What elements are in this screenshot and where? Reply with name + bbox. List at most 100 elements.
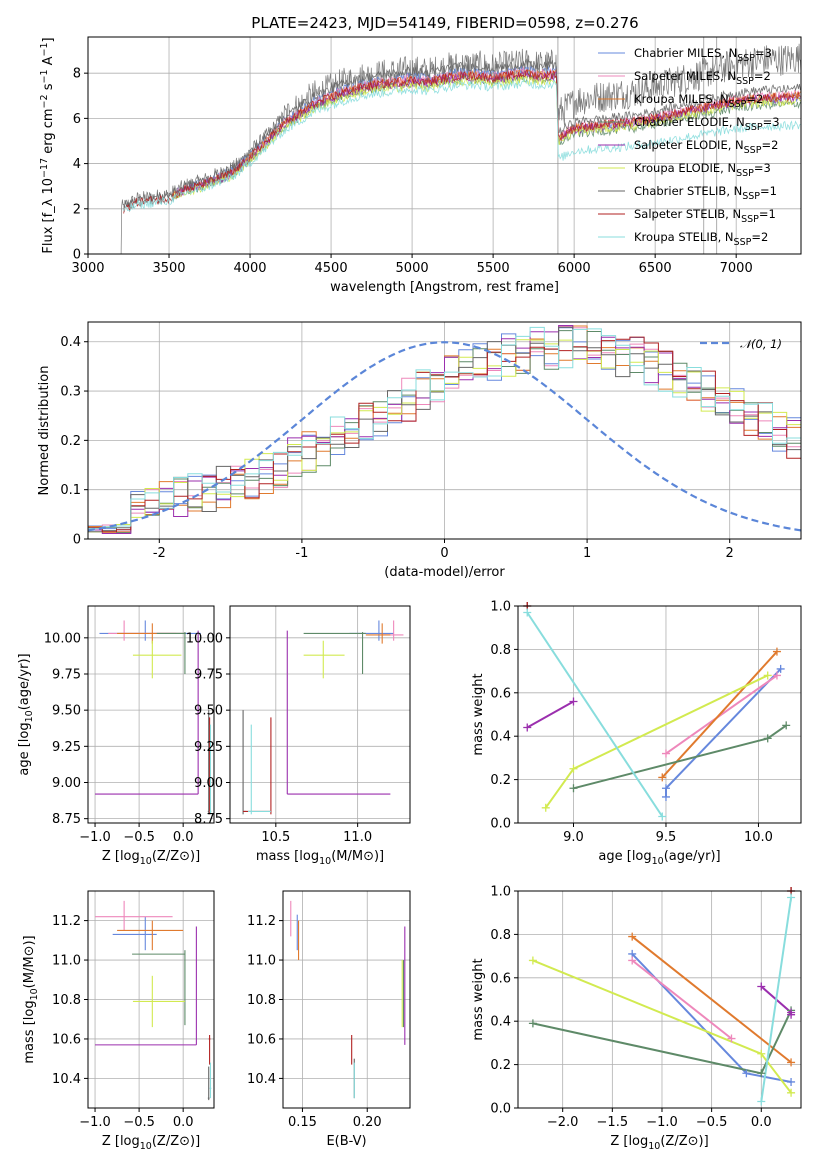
y-tick-label: 0.1 — [60, 483, 81, 498]
mass-weight-marker — [523, 608, 532, 617]
mass-weight-marker — [787, 1088, 796, 1097]
y-tick-label: 1.0 — [490, 600, 511, 615]
label-part: Normed distribution — [37, 366, 52, 496]
mass-weight-marker — [628, 956, 637, 965]
label-part: log — [120, 849, 140, 864]
mass-weight-marker — [757, 1069, 766, 1078]
x-axis-label: Z [log10(Z/Z⊙)] — [102, 849, 200, 867]
y-axis-label: mass weight — [471, 958, 486, 1040]
label-part: Kroupa ELODIE, N — [634, 161, 736, 175]
label-part: =2 — [754, 69, 771, 83]
mass-weight-marker — [569, 764, 578, 773]
x-tick-label: 5000 — [396, 261, 429, 276]
label-part: Z [ — [102, 1134, 120, 1149]
label-part: =3 — [763, 115, 780, 129]
x-tick-label: 4000 — [233, 261, 266, 276]
mass-weight-marker — [763, 671, 772, 680]
plot-area — [95, 620, 212, 815]
x-axis-label: E(B-V) — [326, 1134, 366, 1149]
mass-weight-marker — [661, 792, 670, 801]
x-tick-label: 9.5 — [656, 830, 677, 845]
y-tick-label: 4 — [73, 157, 81, 172]
x-tick-label: −0.5 — [696, 1115, 728, 1130]
panel-mass_vs_Z: −1.0 −0.5 0.010.410.610.811.011.2Z [log10(… — [22, 890, 215, 1152]
y-axis-label: mass [log10(M/M⊙)] — [22, 935, 40, 1063]
y-tick-label: 9.50 — [52, 704, 81, 719]
y-tick-label: 9.25 — [194, 740, 223, 755]
mass-weight-marker — [757, 982, 766, 991]
mass-weight-line — [665, 674, 778, 755]
label-part: log — [632, 849, 652, 864]
legend-label: Chabrier ELODIE, NSSP=3 — [634, 115, 780, 133]
y-tick-label: 11.0 — [52, 954, 81, 969]
label-part: Z [ — [610, 1134, 628, 1149]
x-tick-label: 7000 — [720, 261, 753, 276]
x-tick-label: 3000 — [71, 261, 104, 276]
y-tick-label: 0 — [73, 248, 81, 263]
mass-weight-marker — [757, 1049, 766, 1058]
x-tick-label: 10.0 — [744, 830, 773, 845]
x-tick-label: 0.0 — [751, 1115, 772, 1130]
y-tick-label: 8.75 — [194, 812, 223, 827]
y-tick-label: 9.00 — [194, 776, 223, 791]
label-part: =1 — [759, 207, 776, 221]
mass-weight-marker — [528, 956, 537, 965]
label-part: E(B-V) — [326, 1134, 366, 1149]
y-axis-label: Flux [f_λ 10−17 erg cm−2 s−1 A−1] — [39, 37, 56, 253]
axes-frame — [517, 605, 802, 824]
label-part: log — [22, 1000, 37, 1020]
normal-distribution-curve — [88, 341, 801, 532]
label-part: (age/yr)] — [17, 653, 32, 710]
label-part: Flux [f_λ 10 — [41, 178, 56, 254]
plot-area — [95, 900, 212, 1101]
y-tick-label: 0.4 — [490, 730, 511, 745]
label-part: Salpeter MILES, N — [634, 69, 736, 83]
mass-weight-marker — [523, 723, 532, 732]
legend-label: Kroupa ELODIE, NSSP=3 — [634, 161, 771, 179]
x-tick-label: −1.0 — [79, 1115, 111, 1130]
y-tick-label: 8 — [73, 67, 81, 82]
label-part: (Z/Z⊙)] — [152, 1134, 200, 1149]
y-tick-label: 0.6 — [490, 971, 511, 986]
y-tick-label: 1.0 — [490, 885, 511, 900]
mass-weight-marker — [763, 734, 772, 743]
mass-weight-marker — [528, 1019, 537, 1028]
x-tick-label: 0.0 — [173, 830, 194, 845]
x-tick-label: 5500 — [477, 261, 510, 276]
x-axis-label: Z [log10(Z/Z⊙)] — [610, 1134, 708, 1152]
label-part: 10 — [24, 710, 35, 722]
label-part: −1 — [39, 70, 50, 84]
y-axis-label: age [log10(age/yr)] — [17, 653, 35, 775]
legend-label: 𝒩(0, 1) — [740, 337, 782, 351]
x-tick-label: -1 — [295, 546, 308, 561]
label-part: SSP — [744, 145, 762, 156]
x-axis-label: age [log10(age/yr)] — [598, 849, 720, 867]
label-part: 10 — [652, 856, 664, 867]
mass-weight-marker — [742, 1069, 751, 1078]
label-part: log — [17, 722, 32, 742]
label-part: log — [299, 849, 319, 864]
mass-weight-line — [665, 668, 782, 797]
x-tick-label: 6500 — [639, 261, 672, 276]
y-tick-label: 10.4 — [247, 1072, 276, 1087]
y-tick-label: 0.3 — [60, 385, 81, 400]
legend-label: Salpeter ELODIE, NSSP=2 — [634, 138, 778, 156]
y-tick-label: 0.0 — [490, 1102, 511, 1117]
label-part: =3 — [755, 46, 772, 60]
x-axis-label: wavelength [Angstrom, rest frame] — [330, 280, 559, 295]
y-tick-label: 10.00 — [186, 631, 223, 646]
label-part: (M/M⊙)] — [22, 935, 37, 988]
label-part: SSP — [741, 214, 759, 225]
y-tick-label: 9.25 — [52, 740, 81, 755]
mass-weight-line — [661, 650, 778, 779]
y-tick-label: 10.00 — [44, 631, 81, 646]
mass-weight-marker — [658, 773, 667, 782]
label-part: mass [ — [22, 1020, 37, 1063]
label-part: log — [628, 1134, 648, 1149]
label-part: ] — [41, 37, 56, 42]
model-spectrum-line — [123, 68, 801, 214]
label-part: =2 — [751, 230, 768, 244]
x-tick-label: -2 — [153, 546, 166, 561]
y-axis-label: mass weight — [471, 673, 486, 755]
